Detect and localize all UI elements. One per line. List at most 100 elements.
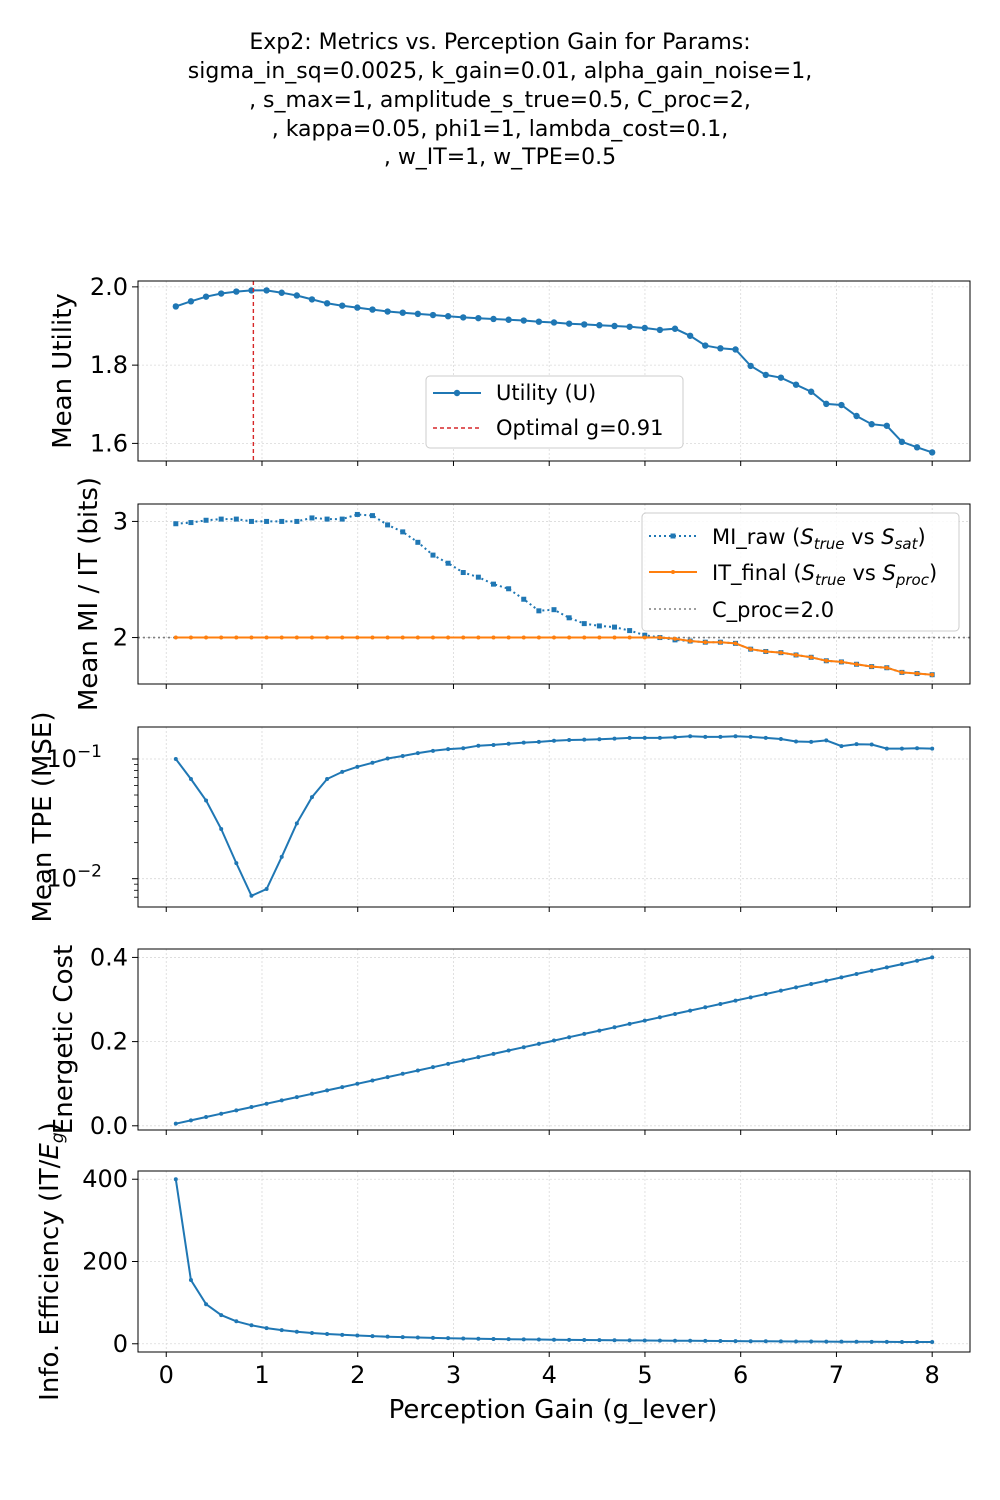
x-tick-label: 4 — [542, 1361, 557, 1389]
data-point — [839, 975, 844, 980]
data-point — [218, 290, 225, 297]
data-point — [173, 1177, 178, 1182]
data-point — [264, 518, 270, 524]
data-point — [340, 769, 345, 774]
data-point — [794, 739, 799, 744]
data-point — [339, 302, 346, 309]
data-point — [884, 746, 889, 751]
data-point — [233, 516, 239, 522]
data-point — [369, 513, 375, 519]
data-point — [597, 737, 602, 742]
data-point — [673, 1338, 678, 1343]
data-point — [339, 516, 345, 522]
data-point — [869, 664, 874, 669]
data-point — [460, 570, 466, 576]
title-line-4: , kappa=0.05, phi1=1, lambda_cost=0.1, — [272, 117, 729, 142]
data-point — [763, 1339, 768, 1344]
data-point — [476, 1336, 481, 1341]
data-point — [612, 736, 617, 741]
data-point — [778, 1339, 783, 1344]
data-point — [748, 734, 753, 739]
data-point — [476, 1055, 481, 1060]
data-point — [234, 1108, 239, 1113]
data-point — [778, 650, 783, 655]
data-point — [854, 662, 859, 667]
data-point — [521, 635, 526, 640]
data-point — [506, 586, 512, 592]
data-point — [884, 665, 889, 670]
data-point — [552, 738, 556, 743]
data-point — [340, 635, 345, 640]
data-point — [597, 1338, 602, 1343]
data-point — [869, 1339, 874, 1344]
data-point — [809, 655, 814, 660]
y-tick-label: 0 — [113, 1330, 128, 1358]
series-line-2-2 — [175, 636, 933, 676]
data-point — [884, 965, 889, 970]
data-point — [582, 635, 587, 640]
data-point — [430, 1065, 435, 1070]
data-point — [627, 628, 633, 634]
data-point — [930, 746, 935, 751]
data-point — [657, 635, 662, 640]
x-axis-label: Perception Gain (g_lever) — [389, 1395, 718, 1425]
data-point — [567, 635, 572, 640]
data-point — [809, 1339, 814, 1344]
data-point — [824, 1339, 829, 1344]
data-point — [703, 1005, 708, 1010]
panel-4: 0.0 0.2 0.4 Energetic Cost — [49, 943, 971, 1140]
data-point — [325, 1331, 330, 1336]
data-point — [204, 635, 209, 640]
data-point — [188, 777, 193, 782]
x-tick-label: 7 — [829, 1361, 844, 1389]
legend-marker — [670, 533, 676, 539]
data-point — [641, 324, 648, 332]
data-point — [718, 640, 723, 645]
data-point — [748, 995, 753, 1000]
axes-frame — [137, 280, 971, 462]
panel-2: 2 3 Mean MI / IT (bits) MI_raw (Strue vs Ss… — [74, 477, 971, 711]
legend-label-cproc: C_proc=2.0 — [712, 598, 834, 623]
legend-mi: MI_raw (Strue vs Ssat)IT_final (Strue vs… — [641, 512, 960, 632]
data-point — [279, 1098, 284, 1103]
data-point — [219, 827, 224, 832]
x-tick-label: 5 — [637, 1361, 652, 1389]
data-point — [824, 738, 829, 743]
data-point — [370, 1334, 375, 1339]
data-point — [627, 735, 632, 740]
data-point — [688, 1338, 693, 1343]
y-tick-label: 200 — [82, 1248, 128, 1276]
data-point — [309, 1330, 314, 1335]
data-point — [928, 449, 936, 456]
data-point — [415, 751, 420, 756]
data-point — [612, 1338, 617, 1343]
data-point — [415, 1335, 420, 1340]
data-point — [340, 1332, 345, 1337]
figure-title: Exp2: Metrics vs. Perception Gain for Pa… — [188, 30, 812, 170]
data-point — [278, 289, 285, 296]
data-point — [476, 635, 481, 640]
data-point — [325, 1088, 330, 1093]
axes-frame — [137, 726, 971, 908]
data-point — [429, 311, 437, 319]
data-point — [520, 317, 527, 324]
data-point — [219, 1111, 224, 1116]
data-point — [415, 539, 421, 545]
data-point — [370, 760, 375, 765]
title-line-3: , s_max=1, amplitude_s_true=0.5, C_proc=… — [249, 88, 751, 113]
data-point — [763, 735, 768, 740]
data-point — [202, 293, 210, 300]
axes-frame — [137, 948, 971, 1131]
data-point — [612, 1025, 617, 1030]
x-tick-label: 0 — [159, 1361, 174, 1389]
data-point — [248, 518, 254, 524]
data-point — [899, 1339, 904, 1344]
data-point — [430, 1335, 435, 1340]
data-point — [898, 438, 906, 446]
legend-label-optimal: Optimal g=0.91 — [496, 416, 663, 440]
legend-label-utility: Utility (U) — [496, 381, 596, 405]
data-point — [506, 1337, 511, 1342]
data-point — [597, 635, 602, 640]
data-point — [915, 1339, 920, 1344]
